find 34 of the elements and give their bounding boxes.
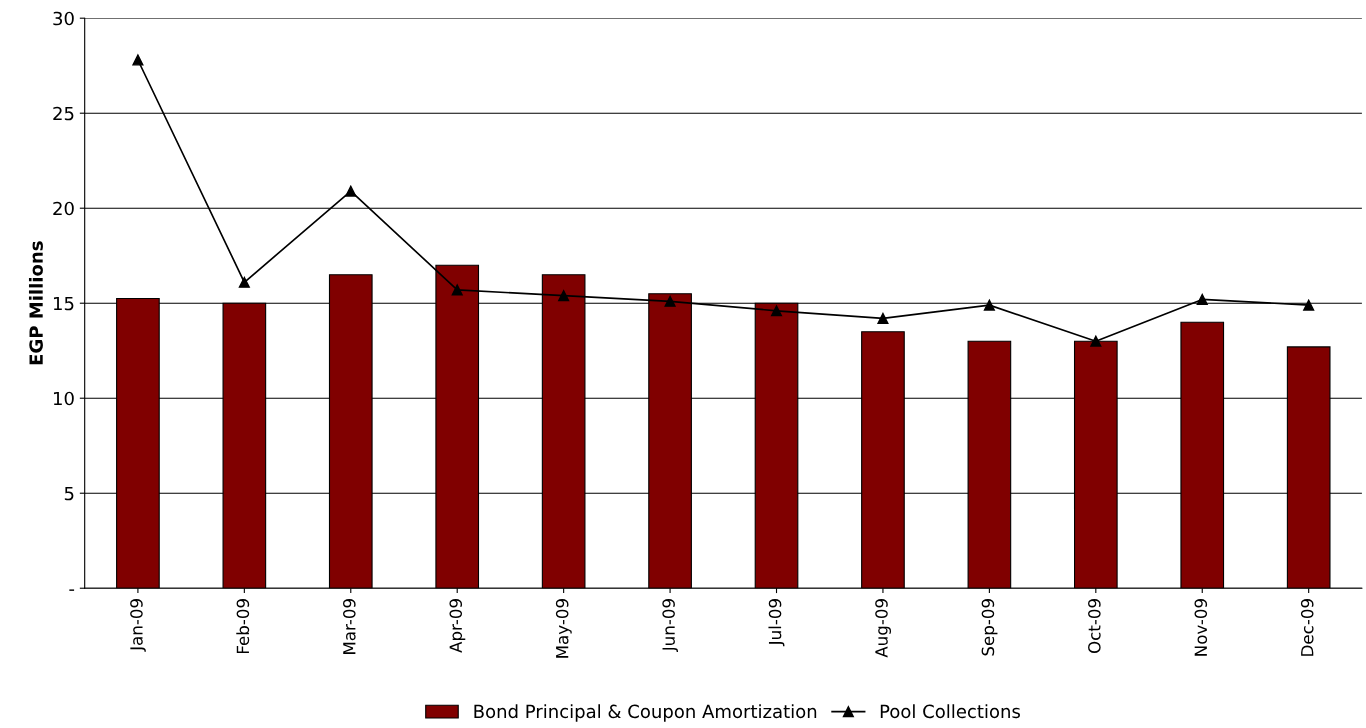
point <box>132 54 144 66</box>
x-tick-label: Nov-09 <box>1194 599 1208 656</box>
point <box>1090 335 1102 347</box>
x-tick-label: Sep-09 <box>981 599 998 656</box>
point <box>770 305 783 317</box>
y-tick-label: 30 <box>53 11 74 26</box>
y-tick-label: 25 <box>53 106 74 121</box>
y-tick-label: 15 <box>53 296 74 311</box>
point <box>877 312 889 324</box>
y-tick-label: 5 <box>64 486 74 501</box>
x-tick-label: Oct-09 <box>1088 599 1101 654</box>
point <box>345 185 357 197</box>
point <box>238 276 250 288</box>
y-axis-title: EGP Millions <box>28 241 43 365</box>
x-tick-label: Jun-09 <box>662 599 679 653</box>
x-tick-label: Jul-09 <box>768 599 785 647</box>
x-tick-label: Dec-09 <box>1300 599 1314 656</box>
x-tick-label: Jan-09 <box>130 599 146 652</box>
y-tick-label: 10 <box>53 391 74 406</box>
point <box>558 290 570 302</box>
y-tick-label: - <box>69 589 75 591</box>
legend-label: Bond Principal & Coupon Amortization <box>474 704 817 722</box>
point <box>1196 293 1208 305</box>
y-tick-label: 20 <box>53 201 74 216</box>
x-tick-label: May-09 <box>555 599 572 658</box>
x-tick-label: Feb-09 <box>236 599 250 654</box>
legend-label: Pool Collections <box>880 704 1020 719</box>
point <box>983 299 995 311</box>
point <box>664 295 676 307</box>
x-tick-label: Apr-09 <box>449 599 466 653</box>
x-tick-label: Aug-09 <box>875 599 892 658</box>
point <box>451 284 463 296</box>
x-tick-label: Mar-09 <box>343 599 356 654</box>
point <box>1303 299 1315 311</box>
